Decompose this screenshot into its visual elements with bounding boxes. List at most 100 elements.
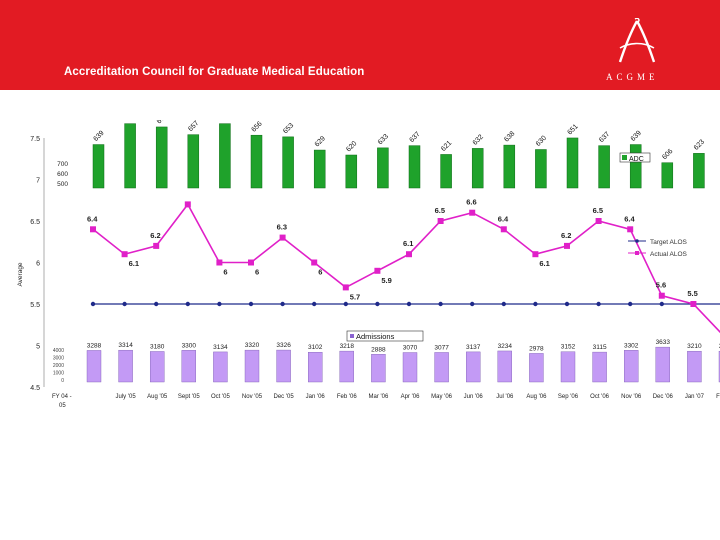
admissions-axis-tick: 1000 [53,371,64,377]
adc-label: 629 [314,135,327,148]
actual-alos-label: 6.3 [277,223,287,232]
admissions-bar [529,353,544,383]
actual-alos-label: 6.4 [624,214,635,223]
adc-bar [124,123,136,189]
x-tick-label: Aug '06 [526,394,547,400]
adc-legend-swatch [622,155,627,160]
target-alos-point [154,301,159,307]
adc-bar [345,154,358,189]
legend-actual-label: Actual ALOS [650,251,688,258]
admissions-label: 3234 [498,343,513,350]
admissions-label: 3302 [624,342,639,349]
admissions-label: 3633 [656,339,671,346]
actual-alos-label: 6.1 [539,259,549,268]
actual-alos-point [595,218,602,224]
target-alos-point [628,301,633,307]
admissions-bar [244,349,260,383]
actual-alos-point [406,251,412,258]
target-alos-point [248,301,254,307]
admissions-bar [402,352,418,383]
adc-bar [693,153,705,189]
adc-bar [535,149,547,189]
target-alos-point [533,301,538,307]
admissions-label: 3152 [561,344,576,351]
actual-alos-label: 6.1 [403,239,413,248]
adc-bar [377,147,389,189]
target-alos-point [90,301,96,307]
target-alos-point [217,301,222,307]
admissions-bar [181,350,197,383]
admissions-bar [687,350,702,383]
target-alos-point [659,301,664,307]
adc-label: 633 [377,133,390,146]
admissions-label: 3115 [593,344,607,351]
y-tick-label: 7.5 [30,136,40,143]
target-alos-point [470,301,475,307]
actual-alos-label: 5.7 [350,292,360,301]
x-tick-label: Dec '05 [274,394,295,400]
admissions-label: 3210 [719,343,720,350]
x-tick-label: Feb '06 [337,394,357,400]
actual-alos-point [564,242,570,249]
adc-bar [598,145,610,189]
alos-chart: 7.5 7 6.5 6 5.5 5 4.5 Average 700 600 500 639 677 671… [17,120,720,409]
adc-bar [155,126,168,189]
actual-alos-label: 6.6 [466,198,476,207]
admissions-bar [655,346,670,383]
adc-bar [471,148,484,189]
x-tick-label: Oct '05 [211,394,230,400]
x-tick-label: 05 [59,403,66,409]
adc-legend-box [619,152,651,163]
admissions-bar [308,352,323,383]
actual-alos-point [121,251,128,258]
admissions-legend-box [346,330,424,342]
y-tick-label: 5.5 [30,302,40,309]
adc-bar [629,144,642,189]
admissions-label: 3218 [340,343,355,350]
adc-bar [282,136,294,189]
adc-bar [250,134,263,189]
admissions-legend-label: Admissions [356,332,395,341]
admissions-bar [466,351,481,383]
x-tick-label: Jan '06 [306,394,326,400]
target-alos-point [343,301,348,307]
admissions-bar [434,352,449,383]
admissions-bar [592,351,607,383]
target-alos-point [185,301,190,307]
admissions-bar [86,350,102,383]
adc-label: 651 [566,123,579,136]
y-axis-label: Average [17,262,24,286]
adc-bar [313,149,326,189]
adc-label: 623 [693,138,706,151]
actual-alos-point [469,209,476,216]
admissions-bar [497,350,512,383]
adc-axis-tick: 500 [57,181,68,188]
admissions-label: 3137 [466,344,481,351]
actual-alos-label: 5.9 [381,276,391,285]
adc-bar [440,154,452,189]
adc-bar [92,144,105,189]
admissions-bar [371,354,386,383]
organization-name: Accreditation Council for Graduate Medic… [64,66,365,78]
actual-alos-line [92,202,720,334]
admissions-axis-tick: 4000 [53,348,64,354]
admissions-label: 3300 [182,342,197,349]
admissions-label: 3288 [87,342,102,349]
adc-label: 653 [282,122,295,135]
x-tick-label: Jun '06 [464,394,484,400]
x-tick-label: July '05 [116,394,137,400]
legend-target-marker [635,239,639,243]
target-alos-point [375,301,380,307]
x-tick-label: Nov '05 [242,394,263,400]
actual-alos-point [627,226,634,233]
y-tick-label: 5 [36,344,40,351]
legend-target-label: Target ALOS [650,239,688,246]
actual-alos-point [437,218,444,224]
admissions-label: 3314 [118,342,133,349]
x-tick-label: FY 04 - [52,394,72,400]
admissions-axis-tick: 3000 [53,356,64,362]
x-tick-label: Aug '05 [147,394,168,400]
legend-actual-marker [635,251,639,255]
admissions-label: 3102 [308,344,323,351]
actual-alos-point [658,292,665,299]
